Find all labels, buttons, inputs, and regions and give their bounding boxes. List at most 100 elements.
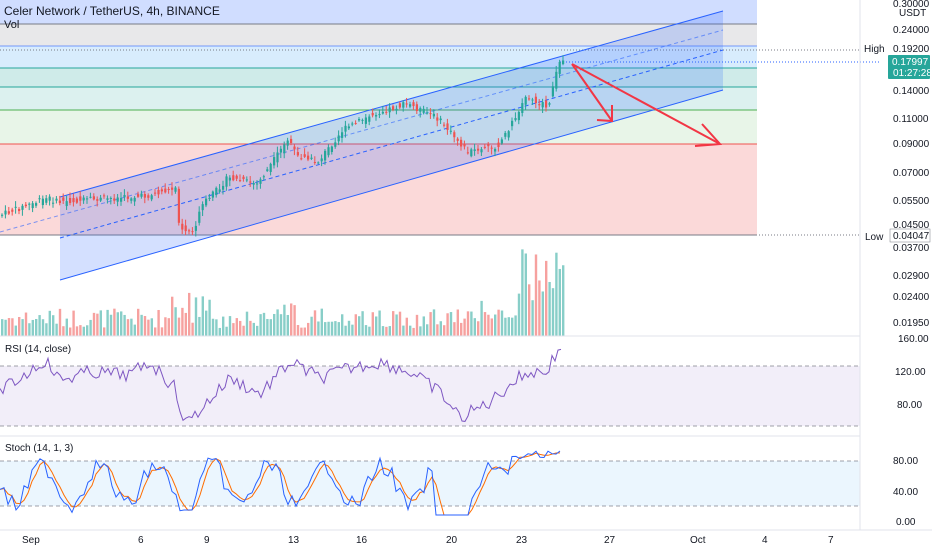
volume-bar: [48, 310, 51, 336]
volume-bar: [232, 323, 235, 336]
price-tick: 0.19200: [893, 44, 930, 55]
candle-body: [58, 200, 61, 203]
volume-bar: [116, 312, 119, 336]
candle-body: [18, 209, 21, 212]
volume-bar: [494, 314, 497, 336]
current-price-tag: 0.17997 01:27:28: [888, 55, 932, 79]
candle-body: [405, 103, 408, 105]
volume-bar: [293, 305, 296, 336]
volume-bar: [354, 314, 357, 336]
volume-bar: [548, 281, 551, 336]
candle-body: [140, 193, 143, 197]
volume-bar: [283, 304, 286, 336]
candle-body: [245, 179, 248, 181]
candle-body: [517, 111, 520, 121]
time-axis[interactable]: Sep 6 9 13 16 20 23 27 Oct 4 7: [22, 535, 834, 546]
candle-body: [164, 188, 167, 193]
rsi-label[interactable]: RSI (14, close): [5, 344, 71, 355]
candle-body: [184, 225, 187, 232]
volume-bar: [341, 314, 344, 336]
volume-bar: [470, 311, 473, 336]
candle-body: [364, 117, 367, 124]
candle-body: [521, 103, 524, 113]
volume-bar: [317, 321, 320, 336]
candle-body: [239, 180, 242, 182]
candle-body: [150, 195, 153, 200]
candle-body: [558, 62, 561, 74]
candle-body: [82, 197, 85, 201]
time-tick: 4: [762, 535, 768, 546]
candle-body: [317, 162, 320, 164]
volume-bar: [395, 314, 398, 336]
price-tick: 0.05500: [893, 196, 930, 207]
volume-bar: [327, 321, 330, 336]
candle-body: [490, 147, 493, 149]
candle-body: [269, 163, 272, 172]
candle-body: [361, 119, 364, 121]
volume-bar: [402, 325, 405, 336]
volume-bar: [296, 325, 300, 336]
candle-body: [480, 149, 483, 153]
rsi-pane: [0, 335, 860, 427]
price-tick: 0.07000: [893, 168, 930, 179]
volume-bar: [375, 316, 378, 336]
volume-bar: [65, 318, 68, 336]
candle-body: [541, 102, 544, 108]
candle-body: [123, 194, 126, 198]
volume-bar: [483, 312, 487, 336]
rsi-tick: 80.00: [897, 400, 922, 411]
candle-body: [402, 102, 405, 108]
stoch-label[interactable]: Stoch (14, 1, 3): [5, 443, 73, 454]
volume-bar: [419, 326, 422, 336]
rsi-tick: 120.00: [895, 367, 926, 378]
candle-body: [21, 205, 24, 210]
volume-bar: [415, 314, 419, 336]
volume-bar: [269, 319, 272, 336]
volume-bar: [534, 254, 538, 336]
candle-body: [89, 196, 92, 198]
candle-body: [211, 191, 214, 198]
volume-bar: [286, 314, 289, 336]
candle-body: [358, 118, 361, 121]
candle-body: [69, 198, 72, 203]
volume-bar: [541, 291, 544, 336]
candle-body: [273, 157, 276, 166]
volume-bar: [432, 309, 436, 336]
candle-body: [320, 158, 323, 162]
candles: [1, 55, 565, 237]
volume-bar: [205, 310, 208, 336]
volume-bar: [143, 316, 147, 336]
volume-bar: [310, 316, 313, 336]
candle-body: [347, 126, 350, 129]
candle-body: [113, 198, 116, 201]
candle-body: [181, 223, 184, 230]
fib-zones: [0, 0, 880, 236]
candle-body: [38, 198, 41, 200]
candle-body: [171, 187, 174, 190]
rsi-tick: 160.00: [898, 334, 929, 345]
candle-body: [392, 106, 395, 110]
candle-body: [422, 108, 425, 113]
candle-body: [388, 107, 391, 113]
stoch-tick: 80.00: [893, 456, 918, 467]
volume-bar: [262, 312, 266, 336]
price-axis[interactable]: 0.30000 USDT 0.24000 0.19200 0.14000 0.1…: [893, 0, 930, 329]
volume-bar: [55, 323, 58, 336]
candle-body: [378, 113, 381, 116]
volume-bar: [86, 325, 89, 336]
candle-body: [419, 108, 422, 112]
candle-body: [290, 138, 293, 143]
low-value: 0.04047: [893, 231, 930, 242]
fib-zone-blue: [0, 46, 757, 68]
volume-bar: [28, 323, 31, 336]
symbol-title[interactable]: Celer Network / TetherUS, 4h, BINANCE: [4, 4, 220, 18]
volume-bar: [562, 265, 565, 336]
volume-bar: [558, 268, 561, 336]
candle-body: [130, 198, 133, 201]
volume-bars: [1, 249, 565, 336]
volume-bar: [358, 316, 361, 336]
candle-body: [188, 230, 191, 232]
volume-bar: [24, 312, 28, 336]
volume-bar: [45, 323, 48, 336]
